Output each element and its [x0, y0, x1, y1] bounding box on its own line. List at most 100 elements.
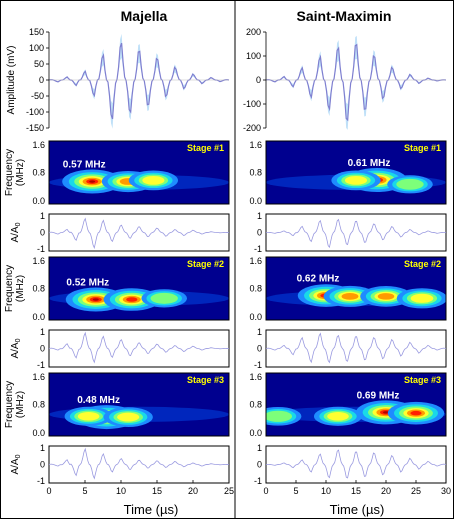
- y-tick-label: -1: [37, 244, 45, 254]
- x-tick-label: 0: [46, 486, 51, 496]
- spectrogram-frame: [48, 372, 230, 437]
- y-tick-label: 0: [257, 460, 262, 470]
- stage-label: Stage #2: [187, 259, 224, 269]
- spectrogram-blob: [396, 178, 424, 190]
- y-tick-label: 0.8: [32, 168, 45, 178]
- y-tick-label: 1.6: [249, 256, 262, 266]
- y-tick-label: 0.8: [32, 284, 45, 294]
- spectrogram-frame: [265, 256, 447, 321]
- ratio-series-line: [265, 332, 447, 364]
- amplitude-spread-band: [266, 35, 446, 130]
- y-tick-label: 0.0: [249, 312, 262, 322]
- spectrogram-blob: [142, 175, 165, 185]
- peak-frequency-label: 0.62 MHz: [297, 274, 340, 285]
- y-tick-label: 1: [257, 443, 262, 453]
- ratio-series-line: [48, 331, 230, 364]
- stage-label: Stage #1: [187, 143, 224, 153]
- y-tick-label: -1: [37, 476, 45, 486]
- stage-label: Stage #2: [404, 259, 441, 269]
- amplitude-spread-band: [49, 33, 229, 129]
- y-tick-label: -1: [254, 244, 262, 254]
- spectrogram-panel: Stage #1 0.61 MHz 0.0 0.8 1.6: [249, 140, 447, 206]
- spectrogram-panel: Stage #2 0.62 MHz 0.0 0.8 1.6: [249, 256, 447, 322]
- x-tick-label: 30: [441, 486, 451, 496]
- x-tick-label: 15: [152, 486, 162, 496]
- y-tick-label: 100: [29, 43, 44, 53]
- ratio-panel: -1 0 1: [254, 211, 447, 254]
- ratio-panel: -1 0 1 A/A0: [10, 327, 230, 370]
- spectrogram-blob: [89, 180, 96, 183]
- y-tick-label: 0.0: [32, 196, 45, 206]
- ratio-panel-frame: [48, 329, 230, 368]
- y-tick-label: 1.6: [32, 140, 45, 150]
- y-tick-label: 200: [246, 27, 261, 37]
- spectrogram-panel: Stage #3 0.48 MHz 0.0 0.8 1.6 Frequency(MHz): [4, 372, 230, 438]
- amplitude-panel: -150 -100 -50 0 50 100 150 Amplitude (mV): [6, 27, 230, 133]
- y-tick-label: 0: [256, 75, 261, 85]
- x-tick-label: 15: [351, 486, 361, 496]
- spectrogram-blob: [117, 412, 140, 422]
- x-axis-label-right: Time (µs): [330, 502, 385, 517]
- x-tick-label: 5: [82, 486, 87, 496]
- y-tick-label: -1: [254, 476, 262, 486]
- x-tick-label: 20: [188, 486, 198, 496]
- stage-label: Stage #3: [187, 375, 224, 385]
- y-tick-label: 1: [257, 211, 262, 221]
- column-title-right: Saint-Maximin: [297, 8, 392, 24]
- spectrogram-frame: [265, 372, 447, 437]
- stage-label: Stage #3: [404, 375, 441, 385]
- y-tick-label: 1.6: [249, 372, 262, 382]
- ratio-panel: -1 0 1: [254, 443, 447, 486]
- amplitude-panel: -200 -100 0 100 200: [243, 27, 447, 133]
- x-tick-label: 5: [293, 486, 298, 496]
- spectrogram-blob: [92, 298, 99, 301]
- y-tick-label: 1: [40, 211, 45, 221]
- y-tick-label: 0: [257, 344, 262, 354]
- spectrogram-blob: [344, 175, 368, 185]
- spectrogram-blob: [126, 297, 138, 302]
- y-tick-label: 0: [40, 460, 45, 470]
- y-tick-label: -100: [26, 107, 44, 117]
- spectrogram-blob: [377, 293, 395, 300]
- x-tick-label: 10: [116, 486, 126, 496]
- y-tick-label: -150: [26, 123, 44, 133]
- y-tick-label: 100: [246, 51, 261, 61]
- ratio-panel: -1 0 1 A/A0: [10, 211, 230, 254]
- ratio-panel-frame: [265, 329, 447, 368]
- spectrogram-blob: [410, 293, 434, 303]
- y-tick-label: 0.8: [249, 168, 262, 178]
- spectrogram-frame: [48, 140, 230, 205]
- y-tick-label: 0: [39, 75, 44, 85]
- spectrogram-blob: [150, 292, 178, 304]
- peak-frequency-label: 0.61 MHz: [348, 158, 391, 169]
- y-tick-label: -1: [37, 360, 45, 370]
- y-axis-label-amplitude: Amplitude (mV): [6, 46, 17, 115]
- y-axis-label-frequency: Frequency(MHz): [4, 265, 26, 312]
- x-tick-label: 0: [263, 486, 268, 496]
- spectrogram-blob: [266, 410, 293, 422]
- y-tick-label: 0: [257, 228, 262, 238]
- spectrogram-blob: [327, 411, 349, 421]
- y-tick-label: 1.6: [249, 140, 262, 150]
- y-axis-label-ratio: A/A0: [10, 222, 22, 242]
- y-tick-label: 1.6: [32, 372, 45, 382]
- ratio-series-line: [48, 217, 230, 250]
- y-tick-label: 150: [29, 27, 44, 37]
- y-axis-label-frequency: Frequency(MHz): [4, 381, 26, 428]
- x-axis-label-left: Time (µs): [124, 502, 179, 517]
- y-tick-label: -50: [31, 91, 44, 101]
- y-tick-label: 0: [40, 344, 45, 354]
- spectrogram-panel: Stage #2 0.52 MHz 0.0 0.8 1.6 Frequency(MHz): [4, 256, 230, 322]
- amplitude-series-line: [48, 42, 230, 120]
- y-tick-label: 0.8: [249, 400, 262, 410]
- peak-frequency-label: 0.57 MHz: [63, 160, 106, 171]
- ratio-series-line: [265, 449, 447, 479]
- y-tick-label: 0.8: [249, 284, 262, 294]
- y-tick-label: 1: [40, 327, 45, 337]
- ratio-panel-frame: [48, 213, 230, 252]
- y-tick-label: 0: [40, 228, 45, 238]
- spectrogram-blob: [410, 410, 422, 416]
- y-tick-label: 0.0: [249, 196, 262, 206]
- y-tick-label: -200: [243, 123, 261, 133]
